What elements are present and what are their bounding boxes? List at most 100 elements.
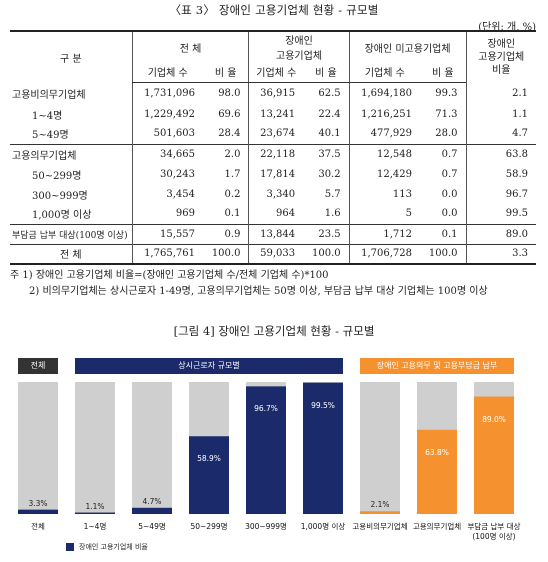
bar [132, 507, 172, 514]
category-label: 부담금 납부 대상 (100명 이상) [467, 522, 521, 541]
cell-disabled-ratio: 100.0 [303, 243, 350, 265]
group-header: 상시근로자 규모별 [75, 358, 343, 374]
cell-rate: 89.0 [465, 224, 536, 244]
bar [417, 429, 457, 514]
note-2: 2) 비의무기업체는 상시근로자 1-49명, 고용의무기업체는 50명 이상,… [29, 286, 488, 297]
cell-total-ratio: 0.9 [224, 228, 241, 240]
cell-total-ratio: 69.6 [218, 108, 241, 120]
bar [189, 436, 229, 514]
row-label: 300~999명 [32, 190, 88, 202]
table-notes: 주 1) 장애인 고용기업체 비율=(장애인 고용기업체 수/전체 기업체 수)… [10, 268, 488, 300]
category-label: 300~999명 [245, 522, 287, 531]
header-non-disabled-count: 기업체 수 [348, 62, 420, 83]
cell-disabled-count: 23,674 [248, 124, 304, 144]
cell-non-disabled-ratio: 28.0 [435, 128, 458, 140]
category-label: 전체 [31, 522, 45, 531]
cell-total-ratio: 0.1 [224, 208, 241, 220]
figure-title: [그림 4] 장애인 고용기업체 현황 - 규모별 [173, 324, 375, 338]
row-label: 고용비의무기업체 [12, 89, 86, 101]
row-label: 부담금 납부 대상(100명 이상) [12, 230, 128, 241]
header-rate: 장애인 고용기업체 비율 [465, 31, 536, 82]
row-label: 전 체 [10, 243, 133, 265]
cell-non-disabled-count: 1,712 [348, 224, 420, 244]
cell-non-disabled-count: 12,548 [348, 144, 420, 164]
cell-rate: 63.8 [465, 144, 536, 164]
table-row: 고용의무기업체 34,665 2.0 22,118 37.5 12,548 0.7 63.8 [10, 144, 536, 164]
cell-rate: 2.1 [465, 82, 536, 104]
cell-total-ratio: 0.2 [224, 188, 241, 200]
table-row: 부담금 납부 대상(100명 이상) 15,557 0.9 13,844 23.5 1,7… [10, 224, 536, 244]
bar-background [75, 382, 115, 514]
table-row: 50~299명 30,243 1.7 17,814 30.2 12,429 0.7 58.9 [10, 164, 536, 184]
cell-total-count: 1,765,761 [131, 243, 203, 265]
group-header: 전체 [18, 358, 58, 374]
cell-disabled-ratio: 5.7 [324, 188, 341, 200]
cell-rate: 4.7 [465, 124, 536, 144]
cell-non-disabled-ratio: 71.3 [435, 108, 458, 120]
cell-disabled-count: 22,118 [248, 144, 304, 164]
bar-background [132, 382, 172, 514]
stats-table: 구 분 전 체 장애인 고용기업체 장애인 미고용기업체 장애인 고용기업체 비… [10, 30, 536, 265]
legend-swatch [66, 543, 74, 551]
cell-non-disabled-count: 1,694,180 [348, 82, 420, 104]
category-label: 1~4명 [83, 522, 107, 531]
value-label: 3.3% [28, 498, 48, 508]
header-disabled-ratio: 비 율 [303, 62, 350, 83]
cell-rate: 58.9 [465, 164, 536, 184]
bar-background [360, 382, 400, 514]
row-label: 고용의무기업체 [12, 150, 77, 162]
category-label: 1,000명 이상 [300, 522, 346, 531]
cell-total-ratio: 2.0 [224, 148, 241, 160]
cell-rate: 99.5 [465, 204, 536, 224]
cell-non-disabled-ratio: 0.7 [441, 148, 458, 160]
cell-total-ratio: 100.0 [202, 243, 249, 265]
value-label: 99.5% [311, 400, 335, 410]
category-label: 5~49명 [138, 522, 166, 531]
header-total-ratio: 비 율 [202, 62, 249, 83]
note-1: 주 1) 장애인 고용기업체 비율=(장애인 고용기업체 수/전체 기업체 수)… [10, 270, 329, 281]
cell-disabled-ratio: 37.5 [318, 148, 341, 160]
cell-non-disabled-ratio: 0.7 [441, 168, 458, 180]
group-header: 장애인 고용의무 및 고용부담금 납부 [360, 358, 514, 374]
cell-total-count: 501,603 [131, 124, 203, 144]
cell-total-count: 1,229,492 [131, 104, 203, 124]
cell-total-count: 15,557 [131, 224, 203, 244]
cell-total-count: 30,243 [131, 164, 203, 184]
cell-disabled-count: 36,915 [248, 82, 304, 104]
bar [246, 386, 286, 514]
bar [75, 512, 115, 514]
cell-disabled-ratio: 62.5 [318, 87, 341, 99]
cell-total-count: 1,731,096 [131, 82, 203, 104]
bar-background [18, 382, 58, 514]
cell-non-disabled-count: 5 [348, 204, 420, 224]
bar [474, 396, 514, 514]
cell-non-disabled-ratio: 0.1 [441, 228, 458, 240]
unit-label: (단위: 개, %) [478, 22, 536, 33]
cell-disabled-count: 13,241 [248, 104, 304, 124]
value-label: 1.1% [85, 501, 105, 511]
row-label: 5~49명 [32, 130, 69, 142]
chart-legend: 장애인 고용기업체 비율 [66, 542, 148, 552]
category-label: 고용의무기업체 [412, 522, 462, 531]
cell-total-count: 3,454 [131, 184, 203, 204]
cell-rate: 1.1 [465, 104, 536, 124]
cell-disabled-ratio: 40.1 [318, 128, 341, 140]
cell-disabled-count: 17,814 [248, 164, 304, 184]
value-label: 89.0% [482, 414, 506, 424]
cell-disabled-count: 59,033 [248, 243, 304, 265]
table-row: 1,000명 이상 969 0.1 964 1.6 5 0.0 99.5 [10, 204, 536, 224]
row-label: 1~4명 [32, 110, 63, 122]
table-row: 5~49명 501,603 28.4 23,674 40.1 477,929 28.0 4.7 [10, 124, 536, 144]
cell-non-disabled-count: 1,706,728 [348, 243, 420, 265]
value-label: 4.7% [142, 496, 162, 506]
bar [303, 382, 343, 514]
cell-disabled-ratio: 1.6 [324, 208, 341, 220]
value-label: 58.9% [197, 454, 221, 464]
header-disabled: 장애인 고용기업체 [248, 31, 350, 62]
cell-non-disabled-count: 113 [348, 184, 420, 204]
category-label: 50~299명 [190, 522, 228, 531]
cell-disabled-count: 3,340 [248, 184, 304, 204]
cell-total-ratio: 1.7 [224, 168, 241, 180]
row-label: 1,000명 이상 [32, 210, 92, 222]
table-row: 300~999명 3,454 0.2 3,340 5.7 113 0.0 96.7 [10, 184, 536, 204]
